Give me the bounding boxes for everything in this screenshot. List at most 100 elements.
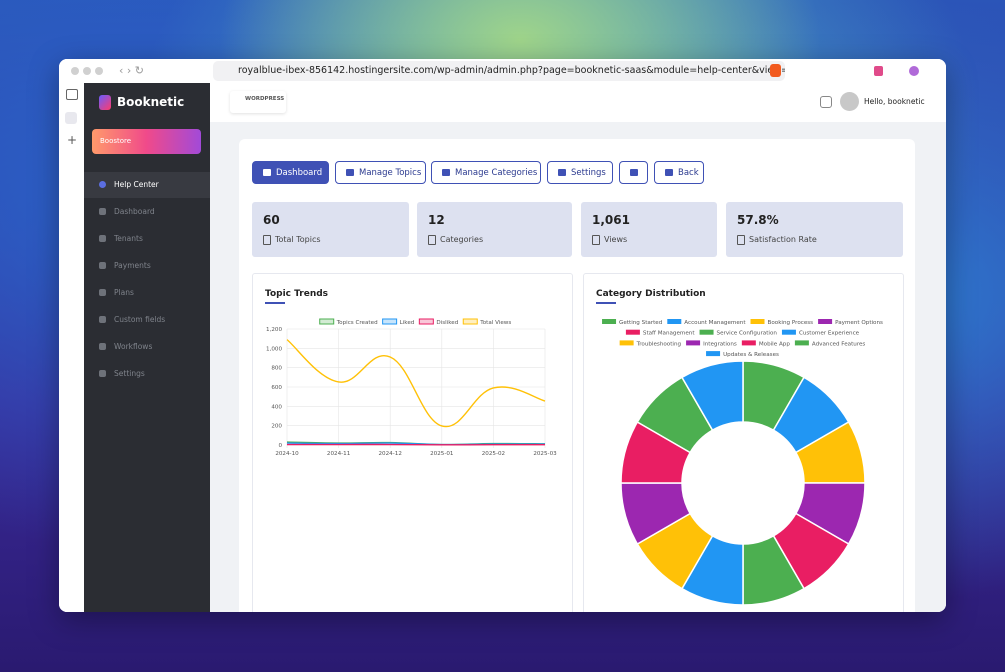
y-tick-label: 600 <box>271 385 282 391</box>
window-control[interactable] <box>83 67 91 75</box>
nav-item[interactable]: Custom fields <box>84 307 210 333</box>
stat-icon <box>263 235 271 245</box>
stat-value: 12 <box>428 213 445 227</box>
extension-icon[interactable] <box>874 66 883 76</box>
legend-label: Integrations <box>703 341 737 347</box>
legend-label: Booking Process <box>768 320 814 326</box>
icon-button[interactable] <box>619 161 648 184</box>
nav-item[interactable]: Payments <box>84 253 210 279</box>
sidebar-toggle[interactable] <box>66 89 78 100</box>
stat-icon <box>737 235 745 245</box>
nav-item[interactable]: Settings <box>84 361 210 387</box>
nav-item[interactable]: Plans <box>84 280 210 306</box>
legend-label: Disliked <box>436 320 458 326</box>
store-button[interactable]: Boostore <box>92 129 201 154</box>
toolbar-button[interactable]: Manage Topics <box>335 161 426 184</box>
toolbar-button[interactable]: Back <box>654 161 704 184</box>
stat-value: 57.8% <box>737 213 779 227</box>
legend-swatch <box>625 329 640 335</box>
avatar[interactable] <box>840 92 859 111</box>
brave-icon[interactable] <box>770 64 781 77</box>
legend-label: Topics Created <box>336 320 378 326</box>
legend-swatch <box>699 329 714 335</box>
nav-icon <box>99 208 106 215</box>
chart-card: Category Distribution Getting Started Acco… <box>583 273 904 612</box>
legend-swatch <box>818 319 833 324</box>
x-tick-label: 2024-12 <box>379 451 402 457</box>
browser-toolbar: ‹ › ↻ royalblue-ibex-856142.hostingersit… <box>59 59 946 84</box>
y-tick-label: 0 <box>278 443 282 449</box>
x-tick-label: 2025-03 <box>533 451 557 457</box>
stat-card: 57.8% Satisfaction Rate <box>726 202 903 257</box>
stat-label: Total Topics <box>275 235 321 244</box>
stat-value: 60 <box>263 213 280 227</box>
nav-item[interactable]: Workflows <box>84 334 210 360</box>
legend-swatch <box>794 340 809 346</box>
chart-card: Topic Trends 0 200 400 600 800 1,000 1,200 2024-… <box>252 273 573 612</box>
window-control[interactable] <box>71 67 79 75</box>
nav-item[interactable]: Dashboard <box>84 199 210 225</box>
legend-swatch <box>706 351 721 357</box>
legend-swatch <box>741 340 756 346</box>
nav-icon <box>99 370 106 377</box>
button-icon <box>442 169 450 176</box>
button-label: Back <box>678 168 699 178</box>
tab-icon[interactable] <box>65 112 77 124</box>
nav-label: Tenants <box>114 234 143 243</box>
new-tab[interactable]: + <box>67 133 78 147</box>
extension-icon[interactable] <box>909 66 919 76</box>
legend-label: Customer Experience <box>799 331 860 337</box>
nav-label: Payments <box>114 261 151 270</box>
legend-label: Mobile App <box>759 341 791 347</box>
x-tick-label: 2025-02 <box>482 451 505 457</box>
legend-swatch <box>667 319 682 324</box>
y-tick-label: 1,000 <box>266 346 282 352</box>
legend-swatch <box>619 340 634 346</box>
button-icon <box>263 169 271 176</box>
browser-window: ‹ › ↻ royalblue-ibex-856142.hostingersit… <box>59 59 946 612</box>
stat-card: 60 Total Topics <box>252 202 409 257</box>
y-tick-label: 200 <box>271 424 282 430</box>
button-label: Manage Topics <box>359 168 422 178</box>
nav-item[interactable]: Tenants <box>84 226 210 252</box>
stat-label: Categories <box>440 235 484 244</box>
button-icon <box>558 169 566 176</box>
nav-icon <box>99 343 106 350</box>
toolbar-button[interactable]: Dashboard <box>252 161 329 184</box>
legend-swatch <box>750 319 765 324</box>
stat-label: Views <box>604 235 628 244</box>
chart-title: Topic Trends <box>265 289 328 299</box>
legend-label: Total Views <box>479 320 511 326</box>
legend-swatch <box>602 319 617 324</box>
series-line <box>286 339 546 428</box>
wordpress-link[interactable]: WORDPRESS <box>230 91 286 113</box>
toolbar-button[interactable]: Manage Categories <box>431 161 541 184</box>
y-tick-label: 400 <box>271 404 282 410</box>
doughnut-chart: Category Distribution Getting Started Acco… <box>596 289 883 606</box>
toolbar-button[interactable]: Settings <box>547 161 613 184</box>
stat-label: Satisfaction Rate <box>749 235 817 244</box>
user-greeting[interactable]: Hello, booknetic <box>864 97 925 106</box>
url-bar[interactable]: royalblue-ibex-856142.hostingersite.com/… <box>213 61 785 81</box>
doughnut-slice <box>680 360 744 432</box>
legend-swatch <box>462 318 478 325</box>
legend-swatch <box>781 329 796 335</box>
notification-icon[interactable] <box>820 96 832 108</box>
x-tick-label: 2025-01 <box>430 451 454 457</box>
window-control[interactable] <box>95 67 103 75</box>
legend-swatch <box>382 318 398 325</box>
legend-swatch <box>319 318 335 325</box>
stat-card: 12 Categories <box>417 202 572 257</box>
legend-label: Liked <box>400 320 415 326</box>
stat-card: 1,061 Views <box>581 202 717 257</box>
legend-swatch <box>418 318 434 325</box>
nav-label: Plans <box>114 288 134 297</box>
button-icon <box>346 169 354 176</box>
brand-logo <box>99 95 111 110</box>
nav-item[interactable]: Help Center <box>84 172 210 198</box>
legend-label: Staff Management <box>643 331 695 337</box>
y-tick-label: 800 <box>271 366 282 372</box>
nav-arrows[interactable]: ‹ › ↻ <box>119 64 145 77</box>
title-underline <box>596 302 616 304</box>
